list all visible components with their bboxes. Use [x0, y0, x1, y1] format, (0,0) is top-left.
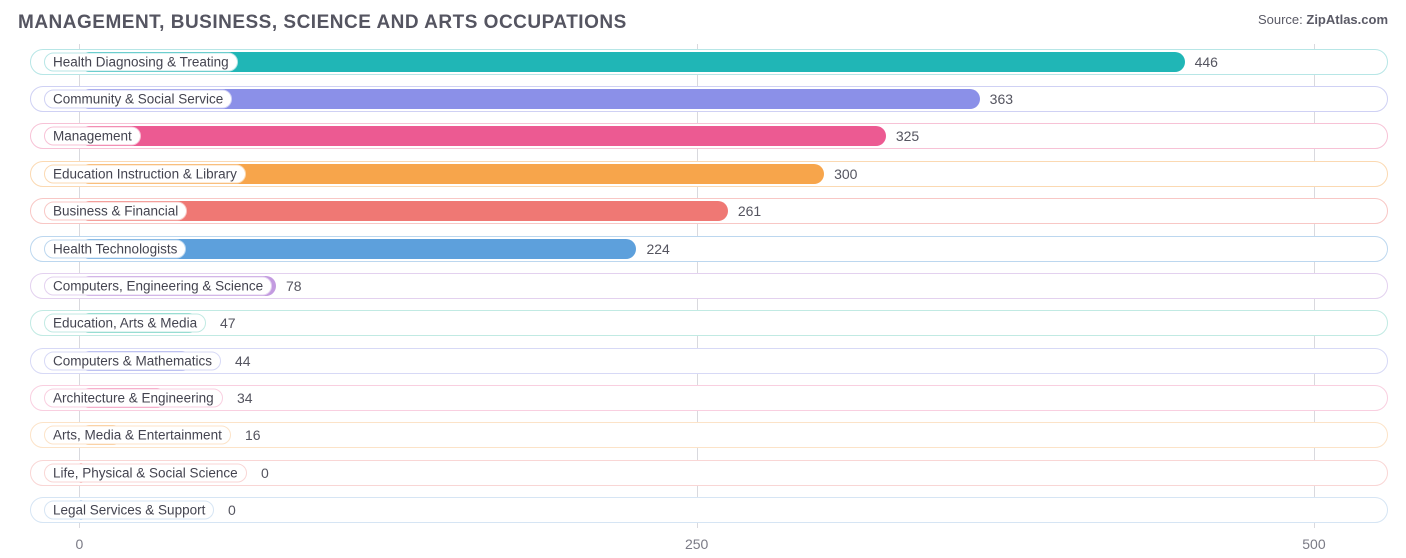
bar-fill: [79, 52, 1184, 72]
bar-value-label: 224: [646, 241, 669, 257]
bar-category-label: Computers, Engineering & Science: [44, 276, 272, 295]
bar-row: Life, Physical & Social Science 0: [30, 458, 1388, 488]
bar-value-label: 363: [990, 91, 1013, 107]
bar-row: Community & Social Service 363: [30, 84, 1388, 114]
bar-category-label: Education, Arts & Media: [44, 314, 206, 333]
bar-category-label: Health Technologists: [44, 239, 186, 258]
bars-group: Health Diagnosing & Treating 446 Community…: [30, 44, 1388, 528]
plot-area: 0250500 Health Diagnosing & Treating446C…: [30, 44, 1388, 528]
bar-row: Education Instruction & Library 300: [30, 159, 1388, 189]
bar-value-label: 44: [235, 353, 251, 369]
bar-row: Arts, Media & Entertainment 16: [30, 420, 1388, 450]
bar-value-label: 0: [228, 502, 236, 518]
bar-category-label: Health Diagnosing & Treating: [44, 52, 238, 71]
bar-value-label: 300: [834, 166, 857, 182]
bar-value-label: 325: [896, 128, 919, 144]
bar-category-label: Management: [44, 127, 141, 146]
bar-value-label: 446: [1195, 54, 1218, 70]
bar-category-label: Life, Physical & Social Science: [44, 463, 247, 482]
bar-row: Computers & Mathematics 44: [30, 346, 1388, 376]
source-attribution: Source: ZipAtlas.com: [1258, 12, 1388, 27]
bar-row: Health Technologists 224: [30, 234, 1388, 264]
bar-value-label: 261: [738, 203, 761, 219]
bar-category-label: Architecture & Engineering: [44, 389, 223, 408]
source-prefix: Source:: [1258, 12, 1306, 27]
bar-row: Architecture & Engineering 34: [30, 383, 1388, 413]
bar-category-label: Education Instruction & Library: [44, 164, 246, 183]
bar-row: Computers, Engineering & Science 78: [30, 271, 1388, 301]
bar-row: Education, Arts & Media 47: [30, 308, 1388, 338]
bar-value-label: 78: [286, 278, 302, 294]
bar-track: [30, 348, 1388, 374]
bar-category-label: Computers & Mathematics: [44, 351, 221, 370]
bar-row: Legal Services & Support 0: [30, 495, 1388, 525]
bar-fill: [79, 126, 885, 146]
bar-category-label: Community & Social Service: [44, 90, 232, 109]
bar-track: [30, 422, 1388, 448]
bar-value-label: 34: [237, 390, 253, 406]
bar-value-label: 16: [245, 427, 261, 443]
bar-value-label: 47: [220, 315, 236, 331]
bar-track: [30, 385, 1388, 411]
chart-title: MANAGEMENT, BUSINESS, SCIENCE AND ARTS O…: [18, 12, 1388, 34]
bar-row: Health Diagnosing & Treating 446: [30, 47, 1388, 77]
x-axis-tick-label: 500: [1302, 536, 1325, 552]
chart-container: MANAGEMENT, BUSINESS, SCIENCE AND ARTS O…: [0, 0, 1406, 558]
x-axis-tick-label: 0: [75, 536, 83, 552]
bar-category-label: Arts, Media & Entertainment: [44, 426, 231, 445]
source-site: ZipAtlas.com: [1306, 12, 1388, 27]
bar-category-label: Legal Services & Support: [44, 501, 214, 520]
bar-row: Management 325: [30, 121, 1388, 151]
bar-row: Business & Financial 261: [30, 196, 1388, 226]
bar-category-label: Business & Financial: [44, 202, 187, 221]
x-axis-tick-label: 250: [685, 536, 708, 552]
bar-value-label: 0: [261, 465, 269, 481]
